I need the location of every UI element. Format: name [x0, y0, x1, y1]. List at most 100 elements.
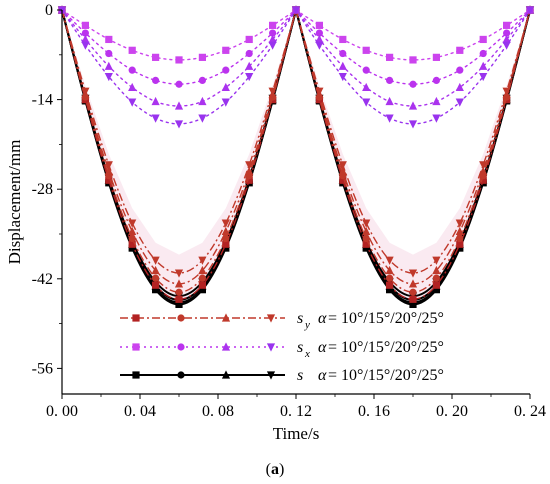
- data-point: [338, 72, 347, 82]
- data-point: [198, 256, 207, 265]
- data-point: [315, 87, 324, 96]
- data-point: [128, 82, 137, 92]
- series-line: [295, 9, 531, 85]
- data-point: [268, 87, 277, 96]
- data-point: [409, 56, 417, 64]
- data-point: [269, 29, 277, 37]
- legend-marker: [177, 371, 185, 379]
- figure-caption: (a): [266, 461, 285, 478]
- data-point: [291, 6, 301, 15]
- data-point: [525, 6, 535, 15]
- axes-layer: 0 -14 -28 -42 -56 0. 00 0. 04 0. 08 0. 12 0. 16 0.…: [32, 2, 546, 420]
- data-point: [362, 98, 371, 107]
- data-point: [245, 35, 253, 44]
- data-point: [222, 46, 230, 54]
- data-point: [128, 226, 137, 236]
- series-sx-25deg: [57, 6, 535, 129]
- data-point: [198, 114, 207, 123]
- series-line: [61, 9, 297, 85]
- y-tick-label: -42: [32, 271, 53, 288]
- data-point: [268, 41, 277, 50]
- data-point: [455, 98, 464, 107]
- legend-marker: [221, 313, 231, 322]
- series-line: [61, 9, 297, 61]
- data-point: [104, 161, 113, 170]
- x-tick-label: 0. 12: [280, 403, 312, 420]
- data-point: [198, 96, 207, 106]
- legend-marker: [177, 343, 185, 351]
- data-point: [503, 29, 511, 37]
- data-point: [362, 46, 370, 54]
- data-point: [174, 269, 184, 278]
- x-tick-label: 0. 24: [514, 403, 546, 420]
- data-point: [152, 281, 160, 289]
- legend-subscript: x: [304, 348, 310, 360]
- legend-label: = 10°/15°/20°/25°: [328, 367, 444, 384]
- x-tick-label: 0. 00: [46, 403, 78, 420]
- data-point: [408, 279, 418, 288]
- data-point: [385, 265, 394, 275]
- data-point: [386, 53, 394, 61]
- legend-item-sx: s x α = 10°/15°/20°/25°: [120, 339, 444, 360]
- data-point: [152, 76, 160, 84]
- sy-shaded-band: [62, 10, 530, 305]
- data-point: [409, 288, 417, 296]
- series-line: [295, 9, 531, 61]
- data-point: [175, 295, 183, 303]
- caption-open: (: [266, 461, 271, 478]
- series-sx-10deg: [58, 6, 534, 64]
- data-point: [315, 21, 323, 29]
- legend-symbol: s: [297, 310, 303, 327]
- data-point: [245, 166, 254, 175]
- data-point: [479, 176, 487, 184]
- x-tick-label: 0. 08: [202, 403, 234, 420]
- data-point: [221, 226, 230, 236]
- data-point: [81, 34, 90, 44]
- data-point: [152, 53, 160, 61]
- data-point: [269, 21, 277, 29]
- data-point: [175, 288, 183, 296]
- data-point: [479, 61, 488, 70]
- data-point: [245, 49, 253, 58]
- data-point: [338, 161, 347, 170]
- data-point: [198, 53, 206, 61]
- data-point: [81, 29, 89, 37]
- data-point: [105, 176, 113, 184]
- data-point: [362, 82, 371, 92]
- data-point: [338, 166, 347, 175]
- data-point: [479, 49, 487, 58]
- data-point: [81, 87, 90, 96]
- data-point: [362, 219, 371, 228]
- data-point: [175, 80, 183, 88]
- data-point: [409, 80, 417, 88]
- data-point: [408, 101, 418, 110]
- series-line: [61, 9, 297, 285]
- plot-area: [62, 10, 530, 305]
- legend-item-sy: s y α = 10°/15°/20°/25°: [120, 310, 444, 331]
- data-point: [432, 256, 441, 265]
- data-point: [198, 281, 206, 289]
- data-point: [432, 274, 440, 282]
- data-point: [456, 66, 464, 74]
- data-point: [174, 279, 184, 288]
- legend-marker: [221, 342, 231, 351]
- legend-marker: [132, 371, 140, 379]
- data-point: [386, 281, 394, 289]
- data-point: [362, 240, 370, 248]
- legend-alpha: α: [318, 367, 327, 384]
- data-point: [105, 49, 113, 58]
- caption-close: ): [279, 461, 284, 478]
- y-axis-title: Displacement/mm: [5, 140, 24, 265]
- data-point: [385, 96, 394, 106]
- series-line: [61, 9, 297, 293]
- data-point: [105, 35, 113, 44]
- data-point: [455, 226, 464, 236]
- data-point: [408, 120, 418, 129]
- data-point: [221, 219, 230, 228]
- data-point: [198, 274, 206, 282]
- data-point: [81, 21, 89, 29]
- data-point: [386, 274, 394, 282]
- data-point: [81, 41, 90, 50]
- legend-marker: [266, 371, 276, 380]
